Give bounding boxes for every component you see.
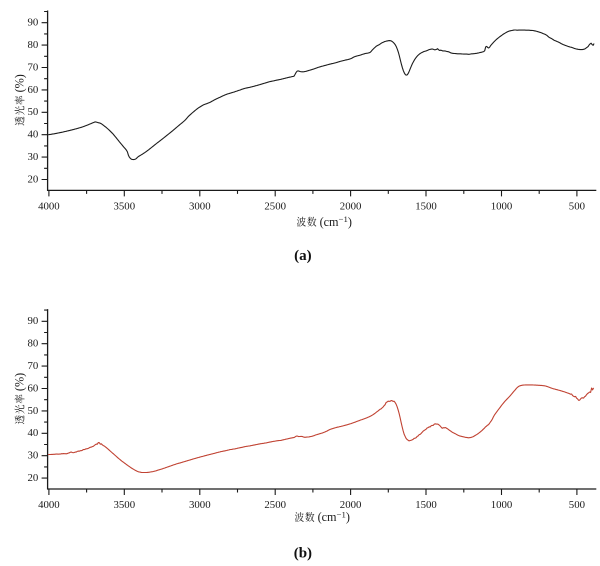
- svg-text:50: 50: [28, 405, 39, 417]
- svg-text:3500: 3500: [114, 200, 136, 212]
- svg-text:1000: 1000: [491, 499, 513, 511]
- svg-text:50: 50: [28, 106, 39, 118]
- svg-text:60: 60: [28, 382, 39, 394]
- svg-text:500: 500: [569, 499, 585, 511]
- svg-text:4000: 4000: [38, 200, 60, 212]
- svg-text:500: 500: [569, 200, 585, 212]
- svg-text:80: 80: [28, 39, 39, 51]
- svg-text:(%): (%): [13, 373, 27, 391]
- svg-text:2500: 2500: [264, 499, 286, 511]
- svg-text:(%): (%): [13, 74, 27, 92]
- svg-text:70: 70: [28, 360, 39, 372]
- svg-text:1500: 1500: [415, 499, 437, 511]
- svg-text:2000: 2000: [340, 499, 362, 511]
- svg-text:70: 70: [28, 61, 39, 73]
- svg-text:3000: 3000: [189, 200, 211, 212]
- svg-text:(a): (a): [294, 248, 312, 264]
- svg-text:4000: 4000: [38, 499, 60, 511]
- svg-text:1500: 1500: [415, 200, 437, 212]
- svg-text:1000: 1000: [491, 200, 513, 212]
- svg-text:(b): (b): [294, 545, 312, 561]
- svg-text:40: 40: [28, 427, 39, 439]
- svg-text:60: 60: [28, 84, 39, 96]
- svg-text:90: 90: [28, 315, 39, 327]
- svg-text:3500: 3500: [114, 499, 136, 511]
- svg-text:(cm−1): (cm−1): [318, 510, 350, 525]
- svg-text:30: 30: [28, 450, 39, 462]
- svg-text:2500: 2500: [264, 200, 286, 212]
- svg-text:2000: 2000: [340, 200, 362, 212]
- svg-text:(cm−1): (cm−1): [320, 214, 352, 229]
- svg-text:80: 80: [28, 338, 39, 350]
- svg-text:3000: 3000: [189, 499, 211, 511]
- svg-text:20: 20: [28, 472, 39, 484]
- svg-text:30: 30: [28, 151, 39, 163]
- svg-text:20: 20: [28, 173, 39, 185]
- svg-text:40: 40: [28, 129, 39, 141]
- svg-text:90: 90: [28, 17, 39, 29]
